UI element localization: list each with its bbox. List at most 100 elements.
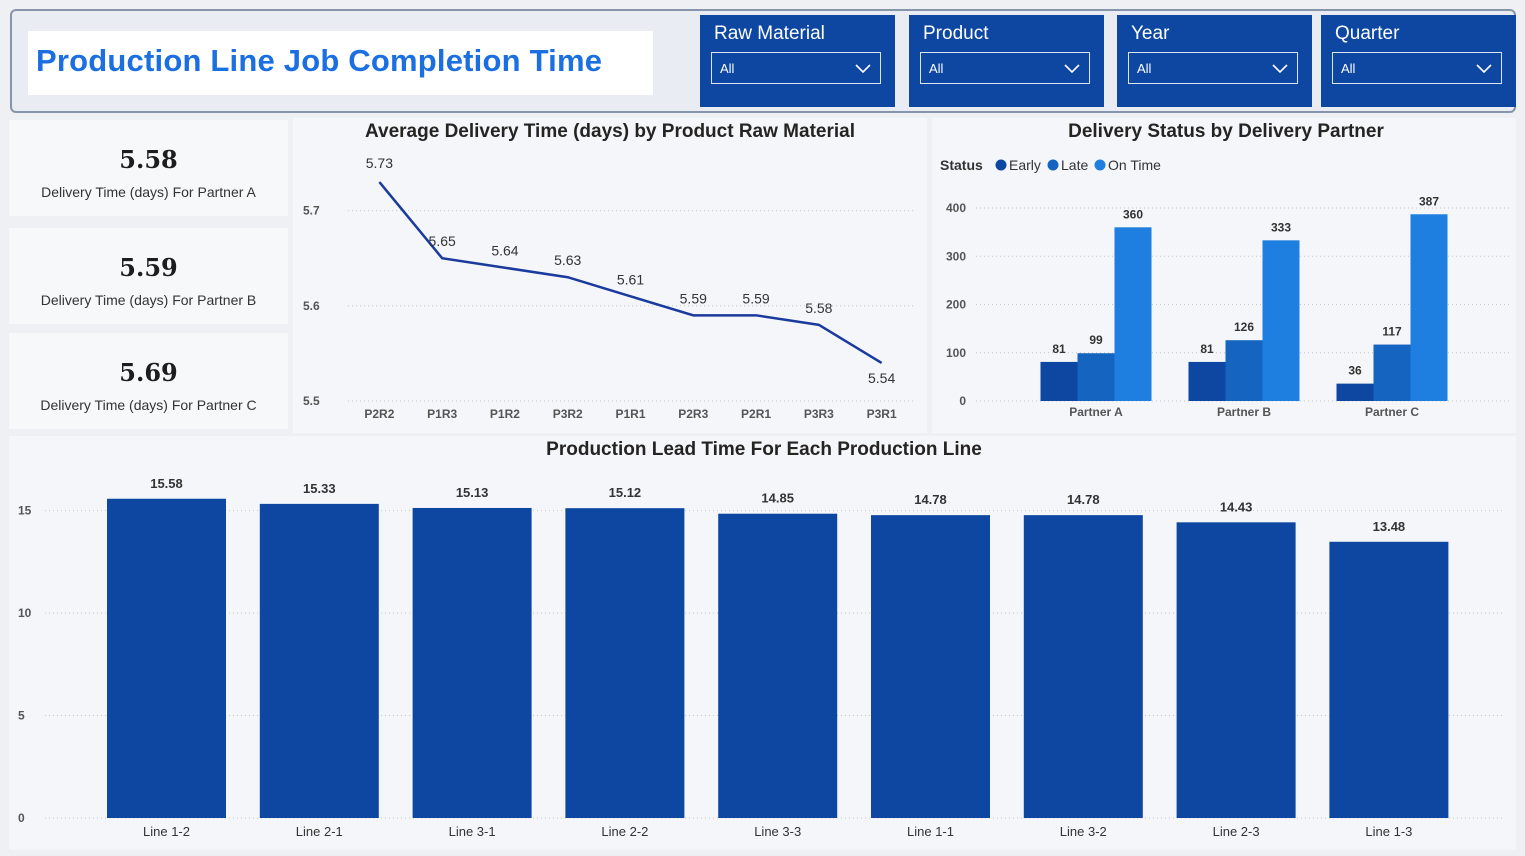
- data-label: 14.43: [1220, 499, 1253, 514]
- slicer-product: Product All: [909, 15, 1104, 107]
- x-tick-label: P1R2: [490, 407, 520, 421]
- slicer-raw-material-label: Raw Material: [714, 23, 825, 44]
- bar: [1262, 240, 1300, 401]
- bar: [871, 515, 990, 818]
- x-tick-label: P3R2: [553, 407, 583, 421]
- quarter-dropdown-value: All: [1341, 61, 1356, 76]
- chevron-down-icon: [1476, 64, 1492, 74]
- x-tick-label: P1R3: [427, 407, 457, 421]
- legend-label: Late: [1061, 157, 1088, 173]
- bar: [1040, 361, 1078, 401]
- chart-title: Average Delivery Time (days) by Product …: [365, 121, 855, 142]
- bar: [1114, 227, 1152, 401]
- legend-marker: [995, 159, 1007, 171]
- bar: [1077, 353, 1115, 401]
- data-label: 333: [1271, 220, 1291, 234]
- data-label: 15.58: [150, 476, 183, 491]
- line-chart: Average Delivery Time (days) by Product …: [303, 121, 913, 421]
- kpi-label: Delivery Time (days) For Partner A: [41, 184, 256, 200]
- bar: [1188, 361, 1226, 401]
- data-label: 14.78: [914, 492, 947, 507]
- legend-marker: [1047, 159, 1059, 171]
- slicer-year-label: Year: [1131, 23, 1170, 44]
- x-tick-label: P1R1: [615, 407, 645, 421]
- product-dropdown[interactable]: All: [920, 52, 1090, 84]
- bar: [412, 507, 532, 818]
- bar: [259, 503, 379, 818]
- data-label: 15.13: [456, 485, 489, 500]
- kpi-value: 5.59: [119, 253, 178, 282]
- slicer-year: Year All: [1117, 15, 1312, 107]
- data-label: 36: [1348, 364, 1362, 378]
- y-tick-label: 100: [946, 346, 966, 360]
- data-label: 5.64: [491, 243, 518, 259]
- data-label: 81: [1200, 342, 1214, 356]
- data-label: 5.59: [742, 290, 769, 306]
- year-dropdown[interactable]: All: [1128, 52, 1298, 84]
- delivery-status-chart: Delivery Status by Delivery Partner Statu…: [940, 121, 1512, 419]
- bar: [1225, 340, 1263, 401]
- y-tick-label: 5.7: [303, 204, 320, 218]
- line-chart-panel: Average Delivery Time (days) by Product …: [293, 118, 927, 433]
- data-label: 5.54: [868, 370, 895, 386]
- year-dropdown-value: All: [1137, 61, 1152, 76]
- x-tick-label: Line 1-1: [907, 824, 954, 839]
- legend-marker: [1094, 159, 1106, 171]
- chevron-down-icon: [1064, 64, 1080, 74]
- data-label: 5.59: [680, 290, 707, 306]
- y-tick-label: 0: [18, 811, 25, 825]
- data-label: 387: [1419, 194, 1439, 208]
- x-tick-label: Line 3-2: [1060, 824, 1107, 839]
- data-label: 14.85: [761, 491, 794, 506]
- bar: [1373, 344, 1411, 401]
- chart-title: Delivery Status by Delivery Partner: [1068, 121, 1384, 142]
- kpi-label: Delivery Time (days) For Partner C: [40, 397, 257, 413]
- bar: [1023, 515, 1143, 818]
- x-tick-label: P2R2: [364, 407, 394, 421]
- kpi-label: Delivery Time (days) For Partner B: [40, 292, 257, 308]
- raw-material-dropdown-value: All: [720, 61, 735, 76]
- data-label: 5.73: [366, 155, 393, 171]
- data-label: 5.58: [805, 300, 832, 316]
- title-box: Production Line Job Completion Time: [28, 31, 653, 95]
- kpi-value: 5.58: [119, 145, 178, 174]
- lead-time-chart-panel: Production Lead Time For Each Production…: [9, 436, 1516, 850]
- page-title: Production Line Job Completion Time: [36, 43, 603, 78]
- data-label: 14.78: [1067, 492, 1100, 507]
- data-label: 15.12: [609, 485, 642, 500]
- y-tick-label: 400: [946, 201, 966, 215]
- y-tick-label: 5: [18, 709, 25, 723]
- y-tick-label: 200: [946, 298, 966, 312]
- bar: [1336, 383, 1374, 401]
- data-label: 81: [1052, 342, 1066, 356]
- data-label: 99: [1089, 333, 1103, 347]
- bar: [718, 513, 838, 818]
- slicer-quarter-label: Quarter: [1335, 23, 1400, 44]
- x-tick-label: Line 2-3: [1213, 824, 1260, 839]
- y-tick-label: 5.5: [303, 394, 320, 408]
- chevron-down-icon: [855, 64, 871, 74]
- x-tick-label: Line 1-3: [1365, 824, 1412, 839]
- y-tick-label: 300: [946, 249, 966, 263]
- x-tick-label: Line 3-1: [449, 824, 496, 839]
- quarter-dropdown[interactable]: All: [1332, 52, 1502, 84]
- legend-label: Early: [1009, 157, 1041, 173]
- bar: [107, 498, 226, 818]
- data-label: 5.65: [429, 233, 456, 249]
- x-tick-label: P2R3: [678, 407, 708, 421]
- x-tick-label: Line 2-1: [296, 824, 343, 839]
- x-tick-label: P3R1: [867, 407, 897, 421]
- bar: [1176, 522, 1296, 818]
- data-label: 117: [1382, 325, 1402, 339]
- kpi-card-partner-a: 5.58 Delivery Time (days) For Partner A: [9, 120, 288, 216]
- data-label: 15.33: [303, 481, 336, 496]
- x-tick-label: Line 2-2: [601, 824, 648, 839]
- raw-material-dropdown[interactable]: All: [711, 52, 881, 84]
- header-bar: Production Line Job Completion Time Raw …: [10, 9, 1516, 113]
- y-tick-label: 5.6: [303, 299, 320, 313]
- chevron-down-icon: [1272, 64, 1288, 74]
- bar: [565, 508, 685, 818]
- slicer-quarter: Quarter All: [1321, 15, 1516, 107]
- legend-title: Status: [940, 157, 983, 173]
